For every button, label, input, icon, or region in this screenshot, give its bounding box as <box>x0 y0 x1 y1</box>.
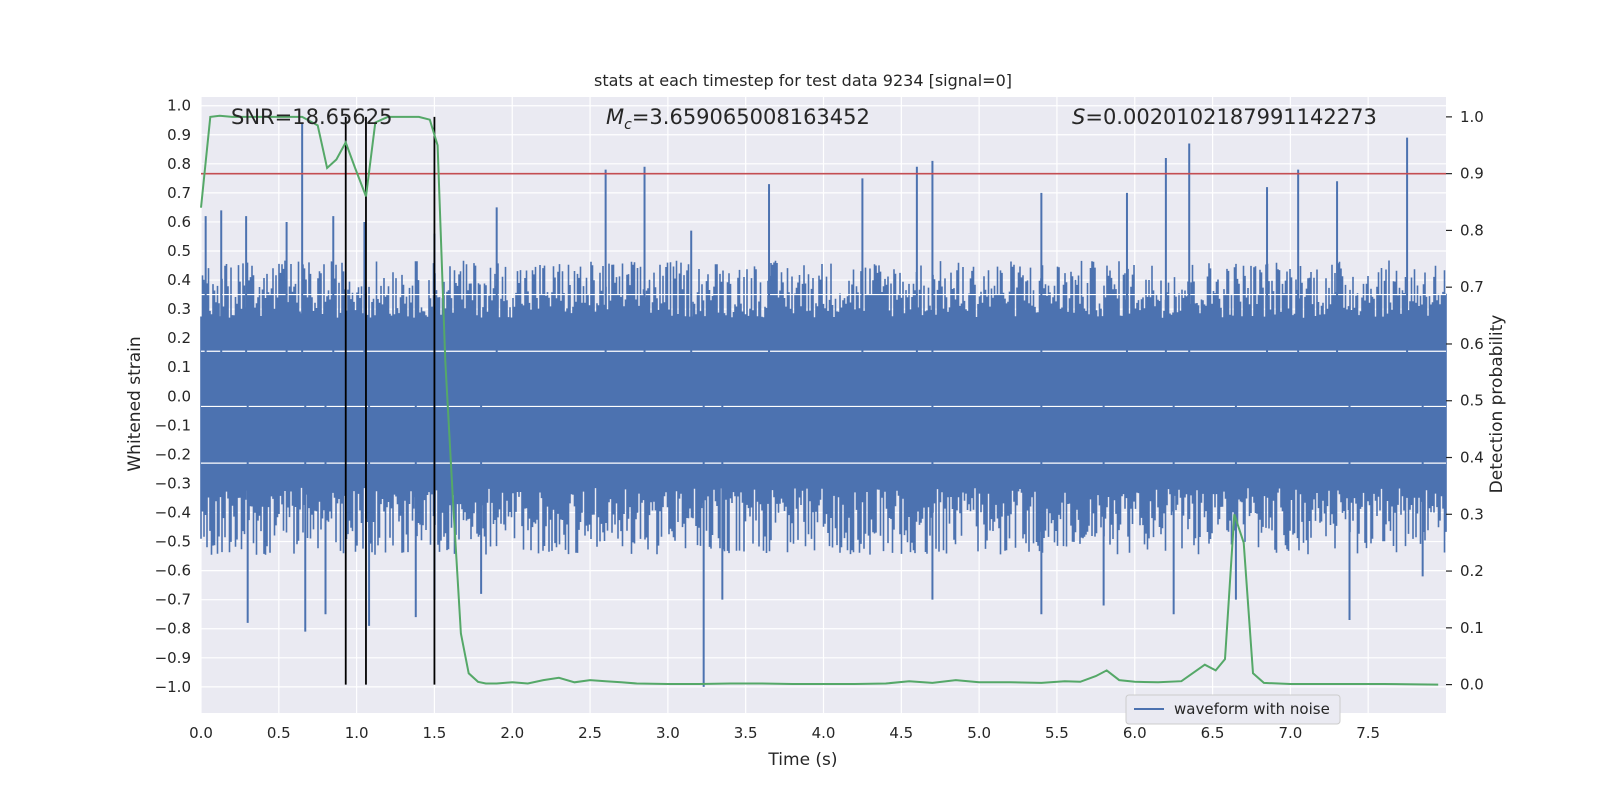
y-tick-label: −0.1 <box>155 416 191 434</box>
mc-value: =3.659065008163452 <box>632 105 870 129</box>
y2-tick-label: 0.5 <box>1460 392 1484 410</box>
y-tick-label: −0.2 <box>155 445 191 463</box>
y-tick-label: −1.0 <box>155 678 191 696</box>
x-tick-label: 0.0 <box>189 724 213 742</box>
y2-axis-label: Detection probability <box>1487 315 1507 494</box>
x-tick-label: 2.0 <box>500 724 524 742</box>
y-tick-label: 0.9 <box>167 126 191 144</box>
y2-axis-ticks: 0.0 0.1 0.2 0.3 0.4 0.5 0.6 0.7 0.8 0.9 1.0 <box>1446 108 1484 694</box>
snr-annotation: SNR=18.65625 <box>231 105 392 129</box>
x-tick-label: 4.0 <box>812 724 836 742</box>
y-axis-ticks: −1.0 −0.9 −0.8 −0.7 −0.6 −0.5 −0.4 −0.3 −0.2 −0.1… <box>155 97 191 696</box>
s-symbol: S <box>1072 105 1085 129</box>
x-tick-label: 6.0 <box>1123 724 1147 742</box>
x-tick-label: 5.0 <box>967 724 991 742</box>
mc-symbol: M <box>606 105 624 129</box>
event-markers <box>344 116 436 685</box>
x-axis-label: Time (s) <box>767 750 837 770</box>
y2-tick-label: 0.7 <box>1460 278 1484 296</box>
s-value: =0.0020102187991142273 <box>1085 105 1377 129</box>
x-tick-label: 0.5 <box>267 724 291 742</box>
y2-tick-label: 0.1 <box>1460 619 1484 637</box>
probability-series <box>200 114 1439 686</box>
y-tick-label: −0.5 <box>155 533 191 551</box>
y-tick-label: 0.7 <box>167 184 191 202</box>
y-tick-label: 0.3 <box>167 300 191 318</box>
y-tick-label: 0.4 <box>167 271 191 289</box>
waveform-spikes <box>204 123 1424 687</box>
x-tick-label: 1.0 <box>345 724 369 742</box>
legend-label-waveform: waveform with noise <box>1174 700 1330 718</box>
x-tick-label: 5.5 <box>1045 724 1069 742</box>
s-annotation: S=0.0020102187991142273 <box>1072 105 1377 129</box>
y-axis-label: Whitened strain <box>125 336 145 471</box>
y2-tick-label: 0.3 <box>1460 505 1484 523</box>
y-tick-label: −0.3 <box>155 474 191 492</box>
y-tick-label: −0.8 <box>155 620 191 638</box>
y-tick-label: −0.7 <box>155 591 191 609</box>
y-tick-label: 0.1 <box>167 358 191 376</box>
x-tick-label: 2.5 <box>578 724 602 742</box>
y-tick-label: −0.9 <box>155 649 191 667</box>
y-tick-label: 0.0 <box>167 387 191 405</box>
x-tick-label: 1.5 <box>423 724 447 742</box>
y-tick-label: 1.0 <box>167 97 191 115</box>
x-tick-label: 6.5 <box>1201 724 1225 742</box>
y2-tick-label: 0.0 <box>1460 676 1484 694</box>
waveform-series <box>200 260 1447 555</box>
x-tick-label: 7.5 <box>1356 724 1380 742</box>
y-tick-label: −0.6 <box>155 562 191 580</box>
y-tick-label: −0.4 <box>155 504 191 522</box>
y2-tick-label: 1.0 <box>1460 108 1484 126</box>
x-tick-label: 7.0 <box>1278 724 1302 742</box>
y2-tick-label: 0.9 <box>1460 165 1484 183</box>
y2-tick-label: 0.6 <box>1460 335 1484 353</box>
mc-subscript: c <box>624 117 632 133</box>
y-tick-label: 0.8 <box>167 155 191 173</box>
y2-tick-label: 0.4 <box>1460 449 1484 467</box>
x-axis-ticks: 0.0 0.5 1.0 1.5 2.0 2.5 3.0 3.5 4.0 4.5 5.0 5.5 6.0 6… <box>189 724 1380 742</box>
legend-box <box>1125 694 1341 725</box>
y2-tick-label: 0.8 <box>1460 221 1484 239</box>
y2-tick-label: 0.2 <box>1460 562 1484 580</box>
chart-title: stats at each timestep for test data 923… <box>594 71 1012 90</box>
y-tick-label: 0.5 <box>167 242 191 260</box>
y-tick-label: 0.2 <box>167 329 191 347</box>
x-tick-label: 3.5 <box>734 724 758 742</box>
mc-annotation: Mc=3.659065008163452 <box>606 105 870 133</box>
legend: waveform with noise <box>1125 694 1341 725</box>
x-tick-label: 4.5 <box>889 724 913 742</box>
x-tick-label: 3.0 <box>656 724 680 742</box>
y-tick-label: 0.6 <box>167 213 191 231</box>
